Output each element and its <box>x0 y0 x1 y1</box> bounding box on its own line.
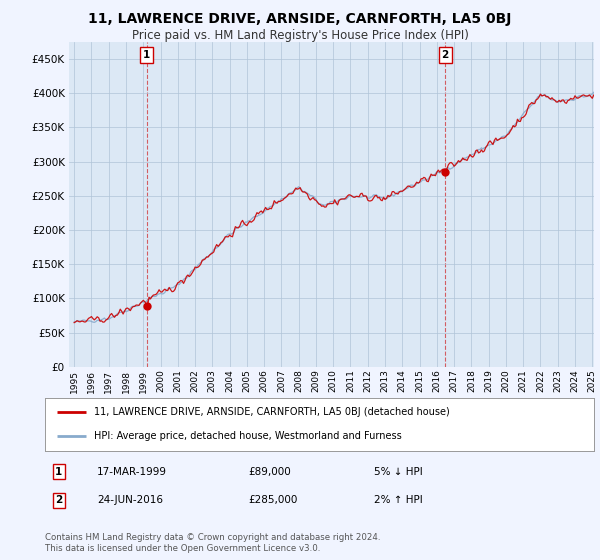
Text: 1: 1 <box>143 50 151 60</box>
Text: HPI: Average price, detached house, Westmorland and Furness: HPI: Average price, detached house, West… <box>94 431 402 441</box>
Text: 2: 2 <box>442 50 449 60</box>
Text: 1: 1 <box>55 466 62 477</box>
Text: Price paid vs. HM Land Registry's House Price Index (HPI): Price paid vs. HM Land Registry's House … <box>131 29 469 42</box>
Text: 2% ↑ HPI: 2% ↑ HPI <box>374 496 423 506</box>
Text: 11, LAWRENCE DRIVE, ARNSIDE, CARNFORTH, LA5 0BJ (detached house): 11, LAWRENCE DRIVE, ARNSIDE, CARNFORTH, … <box>94 407 450 417</box>
Text: Contains HM Land Registry data © Crown copyright and database right 2024.
This d: Contains HM Land Registry data © Crown c… <box>45 533 380 553</box>
Text: 11, LAWRENCE DRIVE, ARNSIDE, CARNFORTH, LA5 0BJ: 11, LAWRENCE DRIVE, ARNSIDE, CARNFORTH, … <box>88 12 512 26</box>
Text: £285,000: £285,000 <box>248 496 298 506</box>
Text: £89,000: £89,000 <box>248 466 291 477</box>
Text: 2: 2 <box>55 496 62 506</box>
Text: 5% ↓ HPI: 5% ↓ HPI <box>374 466 423 477</box>
Text: 24-JUN-2016: 24-JUN-2016 <box>97 496 163 506</box>
Text: 17-MAR-1999: 17-MAR-1999 <box>97 466 167 477</box>
